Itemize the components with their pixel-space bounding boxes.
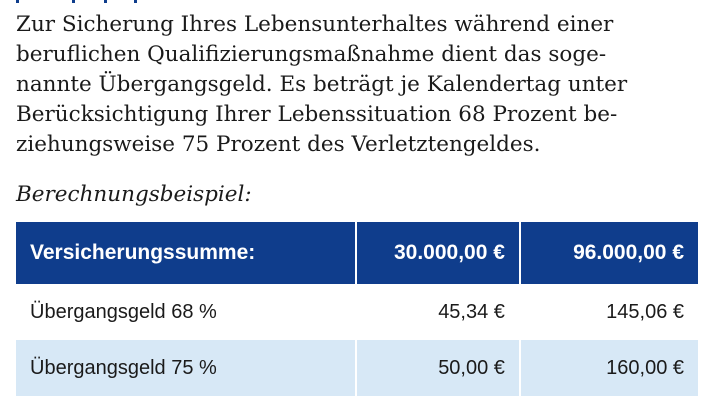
header-label: Versicherungssumme:	[30, 241, 256, 264]
row-value-1: 50,00 €	[354, 340, 520, 396]
row-value-2: 160,00 €	[518, 340, 698, 396]
intro-paragraph: Zur Sicherung Ihres Lebensunterhaltes wä…	[16, 10, 706, 160]
row-label: Übergangsgeld 68 %	[30, 300, 217, 323]
table-row: Übergangsgeld 68 % 45,34 € 145,06 €	[16, 284, 698, 340]
example-caption: Berechnungsbeispiel:	[16, 182, 252, 207]
intro-line: beruflichen Qualifizierungsmaßnahme dien…	[16, 42, 607, 67]
intro-line: Berücksichtigung Ihrer Lebenssituation 6…	[16, 102, 618, 127]
table-row: Übergangsgeld 75 % 50,00 € 160,00 €	[16, 340, 698, 396]
header-amount-2: 96.000,00 €	[518, 222, 698, 284]
intro-line: Zur Sicherung Ihres Lebensunterhaltes wä…	[16, 12, 614, 37]
cropped-text-remnant	[16, 0, 137, 3]
header-amount-1: 30.000,00 €	[354, 222, 520, 284]
intro-line: nannte Übergangsgeld. Es beträgt je Kale…	[16, 72, 628, 97]
row-value-2: 145,06 €	[518, 284, 698, 340]
row-value-1: 45,34 €	[354, 284, 520, 340]
table-header-row: Versicherungssumme: 30.000,00 € 96.000,0…	[16, 222, 698, 284]
row-label: Übergangsgeld 75 %	[30, 356, 217, 379]
intro-line: ziehungsweise 75 Prozent des Verletzteng…	[16, 132, 541, 157]
calculation-table: Versicherungssumme: 30.000,00 € 96.000,0…	[16, 222, 698, 396]
